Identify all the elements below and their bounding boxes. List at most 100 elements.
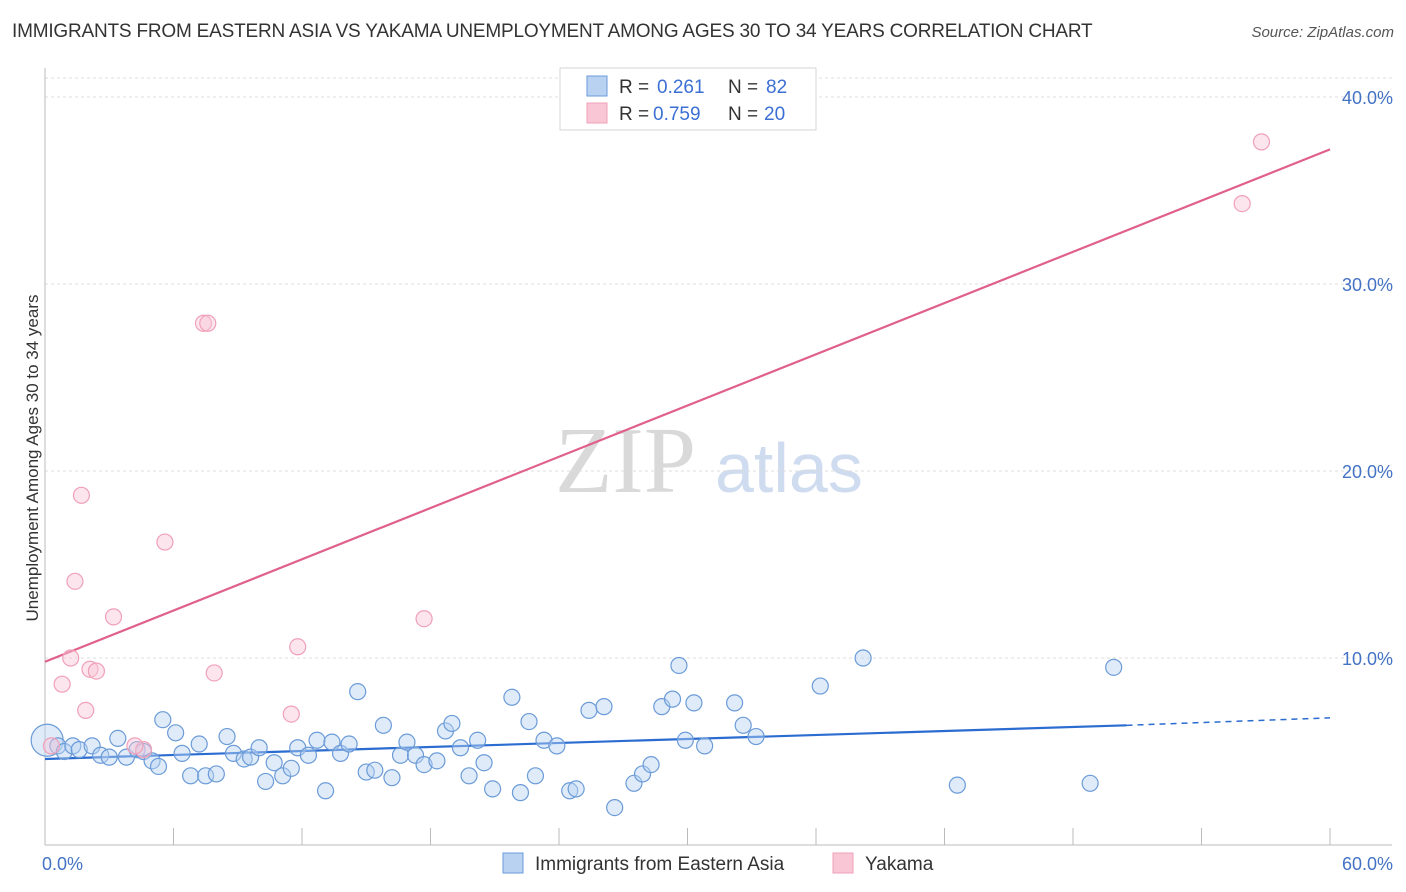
point-eastern-asia-37: [349, 683, 367, 701]
legend-swatch-blue: [586, 75, 608, 97]
legend-r-label-1: R =: [619, 77, 649, 98]
legend-n-label-1: N =: [728, 77, 758, 98]
y-tick-label-40: 40.0%: [1342, 88, 1393, 108]
point-eastern-asia-63: [595, 698, 613, 716]
correlation-legend: R = 0.261 N = 82 R = 0.759 N = 20: [559, 67, 817, 131]
point-eastern-asia-43: [398, 733, 416, 751]
point-eastern-asia-26: [256, 772, 275, 791]
point-eastern-asia-56: [520, 712, 538, 731]
point-eastern-asia-57: [526, 767, 545, 785]
point-eastern-asia-69: [663, 690, 682, 708]
point-yakama-19: [126, 737, 144, 755]
point-eastern-asia-5: [83, 737, 101, 755]
point-yakama-10: [156, 533, 174, 551]
point-eastern-asia-55: [511, 784, 530, 802]
point-eastern-asia-15: [167, 724, 185, 742]
trend-line-eastern-asia-extension: [1126, 717, 1331, 727]
point-yakama-5: [77, 701, 95, 719]
point-yakama-3: [66, 572, 84, 590]
y-tick-label-20: 20.0%: [1342, 462, 1393, 482]
point-eastern-asia-67: [642, 755, 660, 774]
y-tick-label-30: 30.0%: [1342, 275, 1393, 295]
legend-r-value-1: 0.261: [657, 77, 705, 98]
x-tick-label-min: 0.0%: [42, 854, 83, 874]
point-eastern-asia-8: [109, 729, 127, 748]
y-tick-label-10: 10.0%: [1342, 649, 1393, 669]
point-eastern-asia-32: [308, 731, 326, 749]
series-legend-label-1: Immigrants from Eastern Asia: [535, 854, 785, 875]
point-eastern-asia-60: [561, 782, 579, 800]
point-yakama-17: [1233, 194, 1251, 213]
point-eastern-asia-65: [625, 774, 643, 792]
point-yakama-18: [1252, 133, 1271, 151]
point-eastern-asia-19: [197, 767, 215, 785]
point-eastern-asia-7: [100, 748, 118, 766]
point-yakama-13: [205, 664, 223, 682]
point-yakama-1: [53, 675, 71, 693]
point-yakama-14: [282, 705, 300, 723]
point-eastern-asia-79: [948, 776, 966, 794]
data-points: [30, 133, 1271, 817]
point-eastern-asia-24: [242, 748, 260, 766]
point-yakama-8: [104, 608, 123, 626]
point-yakama-0: [42, 737, 61, 755]
x-tick-label-max: 60.0%: [1342, 854, 1393, 874]
point-eastern-asia-64: [606, 798, 624, 817]
point-eastern-asia-54: [503, 688, 521, 706]
point-eastern-asia-73: [696, 737, 714, 755]
point-eastern-asia-80: [1081, 774, 1099, 792]
point-yakama-6: [81, 660, 99, 678]
point-eastern-asia-46: [428, 752, 446, 770]
point-eastern-asia-51: [469, 731, 487, 749]
point-yakama-15: [289, 638, 307, 656]
point-eastern-asia-78: [854, 649, 872, 667]
source-label: Source: ZipAtlas.com: [1251, 24, 1394, 41]
legend-n-label-2: N =: [728, 104, 758, 125]
point-eastern-asia-23: [235, 750, 253, 768]
y-axis-label: Unemployment Among Ages 30 to 34 years: [23, 295, 42, 622]
point-yakama-9: [134, 741, 153, 759]
point-eastern-asia-76: [747, 727, 765, 746]
point-eastern-asia-27: [265, 754, 283, 772]
series-legend: Immigrants from Eastern Asia Yakama: [502, 852, 934, 875]
point-eastern-asia-25: [250, 739, 268, 757]
point-eastern-asia-53: [484, 780, 502, 798]
point-eastern-asia-52: [475, 754, 493, 772]
point-eastern-asia-75: [734, 716, 752, 734]
point-eastern-asia-45: [415, 755, 433, 774]
point-eastern-asia-59: [548, 737, 566, 755]
point-eastern-asia-71: [676, 731, 694, 749]
point-yakama-11: [194, 314, 213, 332]
point-eastern-asia-18: [190, 735, 208, 753]
point-eastern-asia-31: [299, 746, 318, 764]
point-yakama-4: [72, 486, 91, 504]
watermark-zip: ZIP: [555, 409, 696, 513]
point-yakama-7: [87, 662, 106, 680]
series-legend-swatch-blue: [502, 852, 524, 874]
point-eastern-asia-66: [633, 765, 652, 783]
legend-n-value-1: 82: [766, 77, 787, 98]
point-eastern-asia-41: [383, 769, 401, 787]
point-eastern-asia-49: [451, 739, 470, 757]
point-eastern-asia-22: [224, 744, 243, 762]
point-eastern-asia-21: [218, 727, 236, 746]
trend-line-yakama: [44, 148, 1331, 663]
point-eastern-asia-16: [173, 744, 191, 762]
legend-n-value-2: 20: [764, 104, 785, 125]
point-eastern-asia-33: [316, 782, 335, 800]
gridlines: [45, 77, 1392, 659]
point-eastern-asia-70: [670, 656, 688, 675]
point-eastern-asia-39: [366, 761, 384, 779]
point-eastern-asia-35: [331, 744, 350, 762]
legend-swatch-pink: [586, 102, 608, 124]
point-eastern-asia-4: [70, 741, 88, 759]
point-eastern-asia-81: [1105, 658, 1123, 676]
point-eastern-asia-17: [182, 767, 200, 785]
point-eastern-asia-14: [154, 711, 172, 729]
chart-title: IMMIGRANTS FROM EASTERN ASIA VS YAKAMA U…: [12, 21, 1093, 42]
point-eastern-asia-44: [406, 746, 425, 764]
point-yakama-12: [199, 314, 217, 332]
point-eastern-asia-61: [567, 780, 585, 798]
point-eastern-asia-40: [374, 716, 392, 734]
